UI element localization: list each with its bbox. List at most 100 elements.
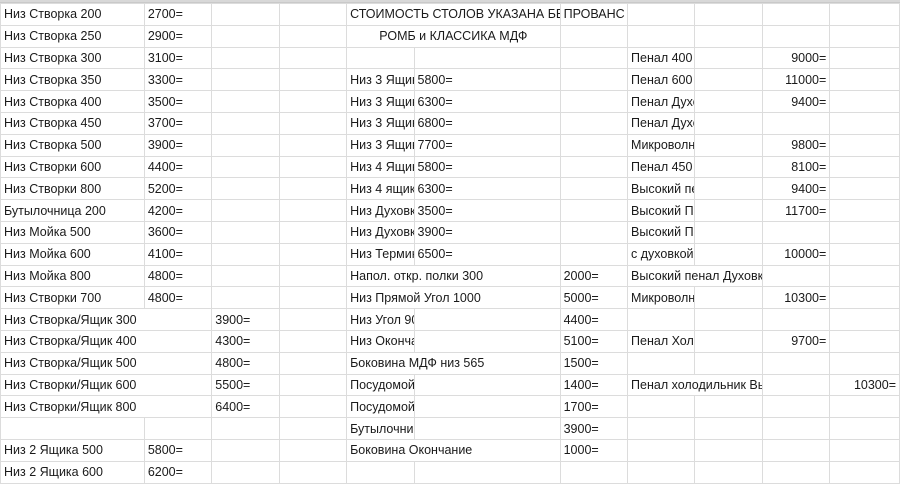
cell-empty-r15-c8[interactable] bbox=[694, 329, 763, 353]
cell-r3-c9[interactable]: 11000= bbox=[761, 68, 831, 92]
cell-r17-c7[interactable]: Пенал холодильник Высокий bbox=[627, 373, 763, 397]
cell-r13-c7[interactable]: Микроволновка 600 bbox=[627, 286, 696, 310]
cell-empty-r4-c8[interactable] bbox=[694, 90, 763, 113]
cell-r9-c9[interactable]: 11700= bbox=[761, 199, 831, 222]
cell-empty-r16-c9[interactable] bbox=[761, 351, 831, 375]
cell-empty-r1-c2[interactable] bbox=[211, 24, 280, 48]
cell-r11-c0[interactable]: Низ Мойка 600 bbox=[0, 242, 145, 266]
cell-empty-r0-c9[interactable] bbox=[761, 3, 831, 26]
cell-empty-r3-c3[interactable] bbox=[278, 68, 348, 92]
cell-empty-r21-c9[interactable] bbox=[761, 460, 831, 484]
cell-r7-c9[interactable]: 8100= bbox=[761, 155, 831, 179]
cell-r20-c0[interactable]: Низ 2 Ящика 500 bbox=[0, 438, 145, 462]
cell-r11-c1[interactable]: 4100= bbox=[143, 242, 213, 266]
cell-r14-c0[interactable]: Низ Створка/Ящик 300 bbox=[0, 308, 213, 331]
table-row[interactable]: Низ 2 Ящика 500 5800= Боковина Окончание 10… bbox=[0, 438, 900, 462]
cell-empty-r12-c2[interactable] bbox=[211, 264, 280, 288]
cell-empty-r13-c8[interactable] bbox=[694, 286, 763, 310]
cell-empty-r2-c3[interactable] bbox=[278, 46, 348, 70]
cell-empty-r7-c6[interactable] bbox=[559, 155, 629, 179]
cell-r5-c4[interactable]: Низ 3 Ящика 600 bbox=[346, 111, 415, 135]
cell-empty-r10-c6[interactable] bbox=[559, 220, 629, 244]
cell-empty-r18-c10[interactable] bbox=[829, 395, 900, 419]
cell-empty-r20-c10[interactable] bbox=[829, 438, 900, 462]
cell-r11-c5[interactable]: 6500= bbox=[413, 242, 561, 266]
cell-empty-r7-c10[interactable] bbox=[829, 155, 900, 179]
cell-r10-c0[interactable]: Низ Мойка 500 bbox=[0, 220, 145, 244]
cell-empty-r10-c9[interactable] bbox=[761, 220, 831, 244]
cell-r14-c6[interactable]: 4400= bbox=[559, 308, 629, 331]
cell-r15-c9[interactable]: 9700= bbox=[761, 329, 831, 353]
cell-r19-c6[interactable]: 3900= bbox=[559, 417, 629, 440]
cell-empty-r10-c2[interactable] bbox=[211, 220, 280, 244]
cell-empty-r19-c7[interactable] bbox=[627, 417, 696, 440]
cell-r1-c1[interactable]: 2900= bbox=[143, 24, 213, 48]
cell-r2-c0[interactable]: Низ Створка 300 bbox=[0, 46, 145, 70]
cell-empty-r1-c7[interactable] bbox=[627, 24, 696, 48]
cell-empty-r14-c9[interactable] bbox=[761, 308, 831, 331]
cell-r10-c7[interactable]: Высокий Пенал bbox=[627, 220, 696, 244]
cell-empty-r21-c5[interactable] bbox=[413, 460, 561, 484]
cell-empty-r11-c3[interactable] bbox=[278, 242, 348, 266]
cell-empty-r19-c3[interactable] bbox=[278, 417, 348, 440]
cell-empty-r21-c6[interactable] bbox=[559, 460, 629, 484]
cell-empty-r3-c8[interactable] bbox=[694, 68, 763, 92]
cell-empty-r12-c10[interactable] bbox=[829, 264, 900, 288]
cell-empty-r19-c9[interactable] bbox=[761, 417, 831, 440]
cell-r9-c0[interactable]: Бутылочница 200 bbox=[0, 199, 145, 222]
cell-empty-r12-c9[interactable] bbox=[761, 264, 831, 288]
cell-empty-r19-c8[interactable] bbox=[694, 417, 763, 440]
cell-empty-r14-c3[interactable] bbox=[278, 308, 348, 331]
cell-r2-c1[interactable]: 3100= bbox=[143, 46, 213, 70]
table-row[interactable]: Низ Створка/Ящик 500 4800= Боковина МДФ ни… bbox=[0, 351, 900, 375]
table-row[interactable]: Низ 2 Ящика 600 6200= bbox=[0, 460, 900, 484]
cell-r17-c0[interactable]: Низ Створки/Ящик 600 bbox=[0, 373, 213, 397]
cell-r8-c9[interactable]: 9400= bbox=[761, 177, 831, 201]
cell-empty-r7-c8[interactable] bbox=[694, 155, 763, 179]
cell-empty-r1-c3[interactable] bbox=[278, 24, 348, 48]
cell-empty-r1-c10[interactable] bbox=[829, 24, 900, 48]
cell-r3-c1[interactable]: 3300= bbox=[143, 68, 213, 92]
cell-empty-r20-c2[interactable] bbox=[211, 438, 280, 462]
cell-empty-r2-c8[interactable] bbox=[694, 46, 763, 70]
cell-r17-c2[interactable]: 5500= bbox=[211, 373, 280, 397]
cell-empty-r4-c6[interactable] bbox=[559, 90, 629, 113]
cell-r8-c0[interactable]: Низ Створки 800 bbox=[0, 177, 145, 201]
cell-r9-c1[interactable]: 4200= bbox=[143, 199, 213, 222]
cell-empty-r5-c9[interactable] bbox=[761, 111, 831, 135]
cell-r8-c1[interactable]: 5200= bbox=[143, 177, 213, 201]
cell-empty-r5-c6[interactable] bbox=[559, 111, 629, 135]
cell-empty-r2-c6[interactable] bbox=[559, 46, 629, 70]
cell-r13-c4[interactable]: Низ Прямой Угол 1000 bbox=[346, 286, 561, 310]
cell-r20-c6[interactable]: 1000= bbox=[559, 438, 629, 462]
cell-empty-r9-c8[interactable] bbox=[694, 199, 763, 222]
cell-r13-c9[interactable]: 10300= bbox=[761, 286, 831, 310]
cell-r3-c4[interactable]: Низ 3 Ящика 400 bbox=[346, 68, 415, 92]
cell-empty-r21-c4[interactable] bbox=[346, 460, 415, 484]
cell-empty-r3-c2[interactable] bbox=[211, 68, 280, 92]
cell-r15-c4[interactable]: Низ Окончание bbox=[346, 329, 415, 353]
price-list-table[interactable]: Низ Створка 200 2700= СТОИМОСТЬ СТОЛОВ УКА… bbox=[0, 3, 900, 484]
cell-r21-c0[interactable]: Низ 2 Ящика 600 bbox=[0, 460, 145, 484]
cell-empty-r20-c7[interactable] bbox=[627, 438, 696, 462]
cell-empty-r18-c8[interactable] bbox=[694, 395, 763, 419]
cell-r2-c7[interactable]: Пенал 400 bbox=[627, 46, 696, 70]
cell-r10-c1[interactable]: 3600= bbox=[143, 220, 213, 244]
cell-empty-r5-c2[interactable] bbox=[211, 111, 280, 135]
cell-empty-r11-c8[interactable] bbox=[694, 242, 763, 266]
cell-r20-c1[interactable]: 5800= bbox=[143, 438, 213, 462]
table-row[interactable]: Низ Створка 250 2900= РОМБ и КЛАССИКА МДФ bbox=[0, 24, 900, 48]
cell-empty-r18-c9[interactable] bbox=[761, 395, 831, 419]
cell-empty-r9-c3[interactable] bbox=[278, 199, 348, 222]
